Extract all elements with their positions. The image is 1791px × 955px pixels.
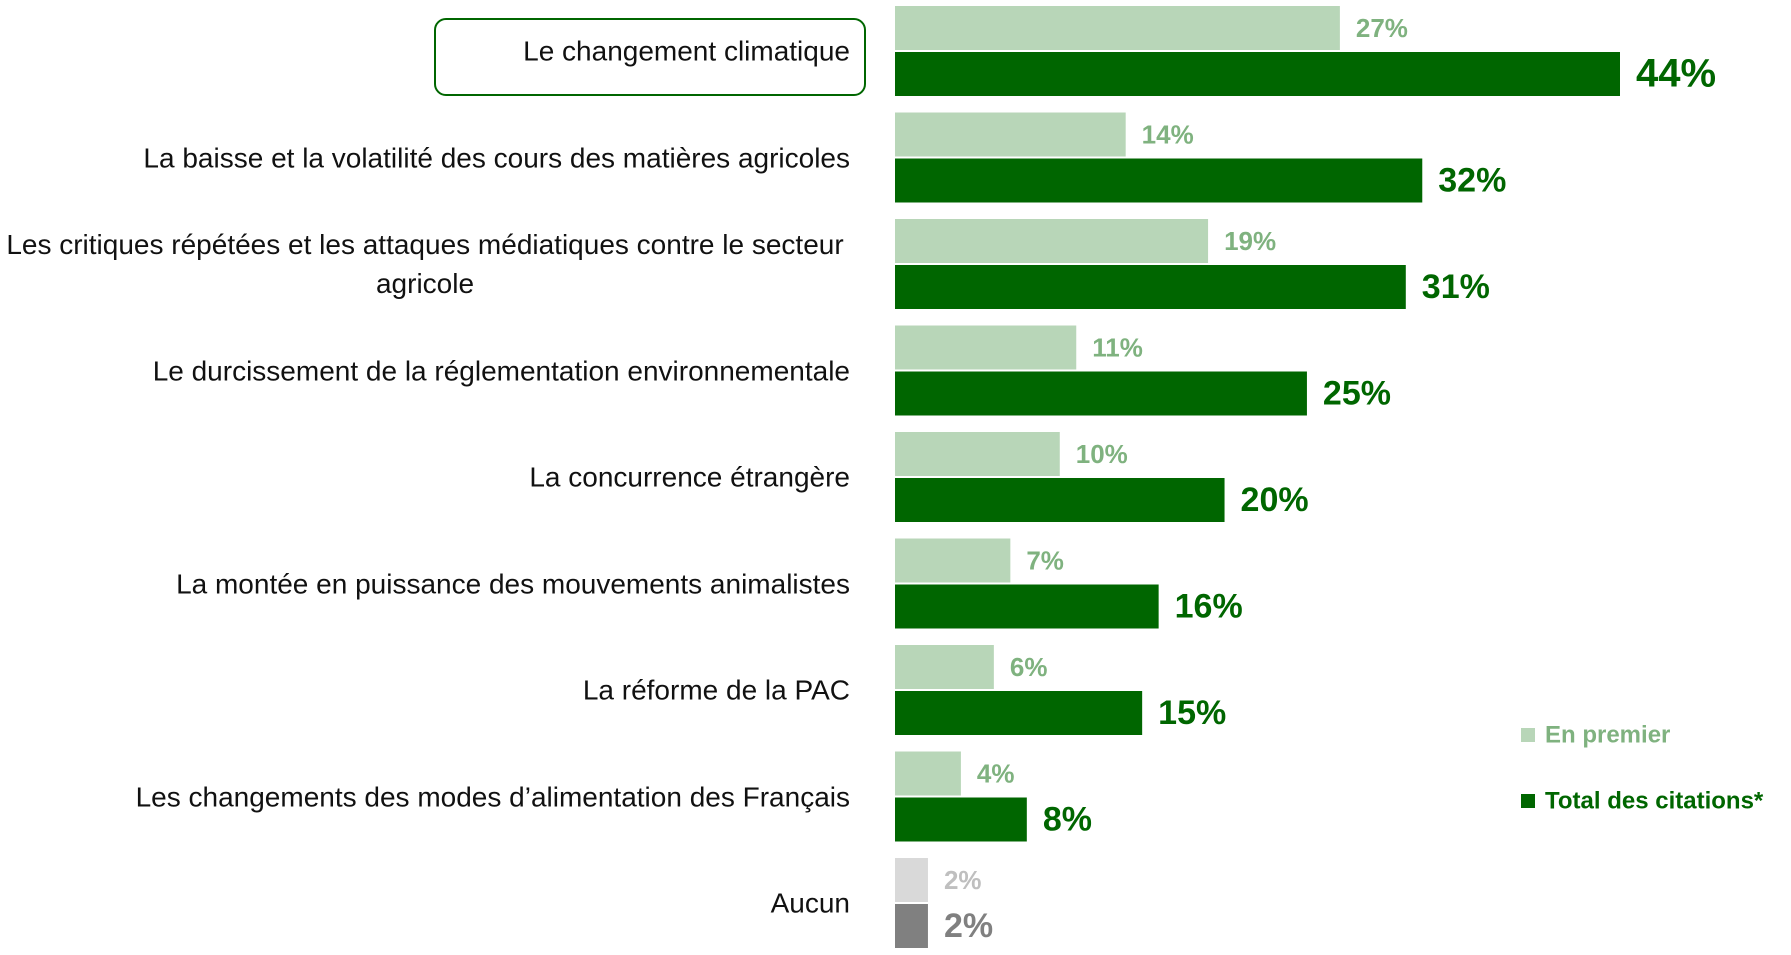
bar [895,691,1143,735]
category-label: La baisse et la volatilité des cours des… [0,138,850,177]
category-label: Les critiques répétées et les attaques m… [0,225,850,303]
value-label: 19% [1224,226,1276,256]
bar [895,645,994,689]
bar [895,219,1209,263]
legend-swatch [1521,794,1535,808]
bar [895,371,1307,416]
legend-label: En premier [1545,721,1670,748]
value-label: 2% [944,865,982,895]
bar [895,325,1077,370]
value-label: 20% [1241,481,1309,519]
category-label: La réforme de la PAC [0,670,850,709]
category-label: Aucun [0,883,850,922]
bar [895,904,928,948]
value-label: 6% [1010,652,1048,682]
value-label: 10% [1076,439,1128,469]
bar [895,858,928,902]
category-text: Les changements des modes d’alimentation… [135,780,850,812]
category-text: Les critiques répétées et les attaques m… [6,228,844,299]
value-label: 25% [1323,374,1391,412]
bar [895,751,961,796]
value-label: 16% [1175,587,1243,625]
bar [895,265,1406,309]
category-text: La réforme de la PAC [582,674,850,706]
category-text: Le changement climatique [523,35,850,67]
bar [895,52,1620,96]
bar [895,538,1011,583]
bar [895,112,1126,157]
bar [895,584,1159,629]
category-text: Le durcissement de la réglementation env… [152,354,850,386]
value-label: 31% [1422,268,1490,306]
value-label: 44% [1636,52,1716,96]
value-label: 27% [1356,13,1408,43]
category-text: La montée en puissance des mouvements an… [176,567,850,599]
category-label: La concurrence étrangère [0,457,850,496]
value-label: 11% [1092,332,1143,362]
value-label: 15% [1158,694,1226,732]
bar [895,797,1027,842]
bar [895,6,1340,50]
category-label: La montée en puissance des mouvements an… [0,564,850,603]
category-text: La baisse et la volatilité des cours des… [143,141,850,173]
category-label: Les changements des modes d’alimentation… [0,777,850,816]
value-label: 32% [1438,161,1506,199]
category-label: Le changement climatique [0,31,850,70]
legend-swatch [1521,728,1535,742]
bar [895,158,1423,203]
value-label: 7% [1026,545,1064,575]
legend-label: Total des citations* [1545,787,1764,814]
category-label: Le durcissement de la réglementation env… [0,351,850,390]
category-text: Aucun [770,887,850,919]
bar [895,432,1060,476]
bar [895,478,1225,522]
value-label: 4% [977,758,1015,788]
highlight-box [434,18,866,96]
value-label: 14% [1142,119,1194,149]
category-text: La concurrence étrangère [529,461,850,493]
value-label: 8% [1043,800,1092,838]
value-label: 2% [944,907,993,945]
